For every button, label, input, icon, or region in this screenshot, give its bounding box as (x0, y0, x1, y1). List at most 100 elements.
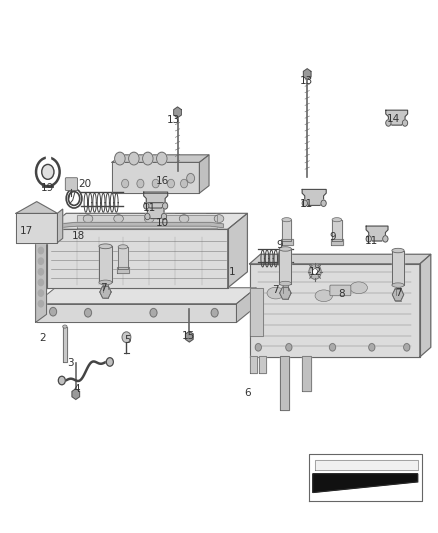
Polygon shape (35, 288, 256, 304)
Polygon shape (199, 155, 209, 193)
Circle shape (383, 236, 388, 242)
Polygon shape (145, 203, 166, 219)
Polygon shape (392, 289, 404, 301)
Circle shape (321, 200, 326, 206)
Circle shape (58, 376, 65, 385)
Ellipse shape (63, 325, 67, 328)
Polygon shape (332, 220, 342, 241)
Polygon shape (100, 286, 111, 298)
Text: 5: 5 (124, 335, 131, 345)
Text: 7: 7 (395, 288, 401, 298)
Polygon shape (118, 247, 128, 269)
Ellipse shape (350, 282, 367, 294)
Polygon shape (16, 201, 57, 213)
Circle shape (106, 358, 113, 366)
Ellipse shape (114, 215, 124, 223)
Text: 11: 11 (300, 199, 313, 209)
Circle shape (255, 344, 261, 351)
Text: 4: 4 (74, 384, 81, 394)
Ellipse shape (179, 215, 189, 223)
Polygon shape (46, 229, 228, 288)
Polygon shape (112, 155, 209, 163)
Polygon shape (174, 107, 181, 118)
Ellipse shape (315, 290, 332, 302)
Circle shape (122, 179, 129, 188)
FancyBboxPatch shape (330, 285, 351, 296)
Text: 9: 9 (329, 232, 336, 243)
Polygon shape (250, 264, 420, 357)
Circle shape (309, 264, 321, 279)
Circle shape (161, 213, 166, 220)
Polygon shape (250, 254, 431, 264)
Ellipse shape (392, 283, 404, 287)
Polygon shape (259, 356, 266, 373)
Ellipse shape (279, 281, 291, 286)
Ellipse shape (282, 217, 291, 222)
FancyBboxPatch shape (65, 177, 78, 190)
Text: 19: 19 (41, 183, 54, 193)
Text: 20: 20 (78, 179, 91, 189)
Polygon shape (366, 226, 388, 241)
Circle shape (38, 279, 43, 286)
Polygon shape (315, 460, 418, 470)
Polygon shape (63, 327, 67, 362)
Circle shape (187, 173, 194, 183)
Polygon shape (251, 356, 258, 373)
Ellipse shape (99, 280, 112, 285)
Ellipse shape (118, 245, 128, 249)
Circle shape (152, 179, 159, 188)
Text: 10: 10 (155, 218, 169, 228)
Circle shape (137, 179, 144, 188)
Polygon shape (99, 246, 112, 282)
Ellipse shape (279, 247, 291, 251)
Circle shape (386, 120, 391, 126)
Polygon shape (57, 209, 63, 243)
Polygon shape (331, 239, 343, 245)
Text: 17: 17 (20, 227, 34, 237)
Text: 8: 8 (338, 289, 345, 299)
Ellipse shape (145, 215, 154, 223)
Text: 14: 14 (387, 114, 400, 124)
Ellipse shape (214, 215, 224, 223)
Text: 7: 7 (100, 283, 106, 293)
Text: 13: 13 (166, 115, 180, 125)
Circle shape (180, 179, 187, 188)
Circle shape (150, 309, 157, 317)
Text: 1: 1 (229, 267, 235, 277)
Polygon shape (304, 69, 311, 79)
Polygon shape (280, 287, 291, 299)
Circle shape (38, 290, 43, 296)
Text: 7: 7 (272, 286, 279, 295)
Polygon shape (228, 213, 247, 288)
Ellipse shape (267, 287, 285, 299)
Text: 11: 11 (365, 236, 378, 246)
Circle shape (38, 269, 43, 275)
Text: 16: 16 (155, 176, 169, 187)
Text: 2: 2 (39, 333, 46, 343)
Circle shape (42, 165, 54, 179)
Text: 11: 11 (142, 203, 156, 213)
Polygon shape (16, 213, 57, 243)
Circle shape (211, 309, 218, 317)
Circle shape (162, 203, 168, 209)
Ellipse shape (99, 244, 112, 249)
Polygon shape (386, 110, 408, 125)
Polygon shape (112, 163, 199, 193)
Circle shape (302, 200, 307, 206)
Circle shape (312, 269, 318, 275)
Circle shape (366, 236, 371, 242)
Text: 6: 6 (244, 388, 251, 398)
Polygon shape (282, 220, 291, 241)
Polygon shape (57, 222, 223, 228)
Polygon shape (144, 192, 168, 208)
Circle shape (38, 258, 43, 264)
Polygon shape (35, 229, 46, 322)
Polygon shape (237, 288, 256, 322)
Text: 15: 15 (182, 330, 195, 341)
Circle shape (286, 344, 292, 351)
Text: 18: 18 (72, 231, 85, 241)
Polygon shape (117, 267, 129, 273)
Polygon shape (46, 213, 247, 229)
Circle shape (122, 332, 131, 343)
Polygon shape (72, 389, 80, 399)
